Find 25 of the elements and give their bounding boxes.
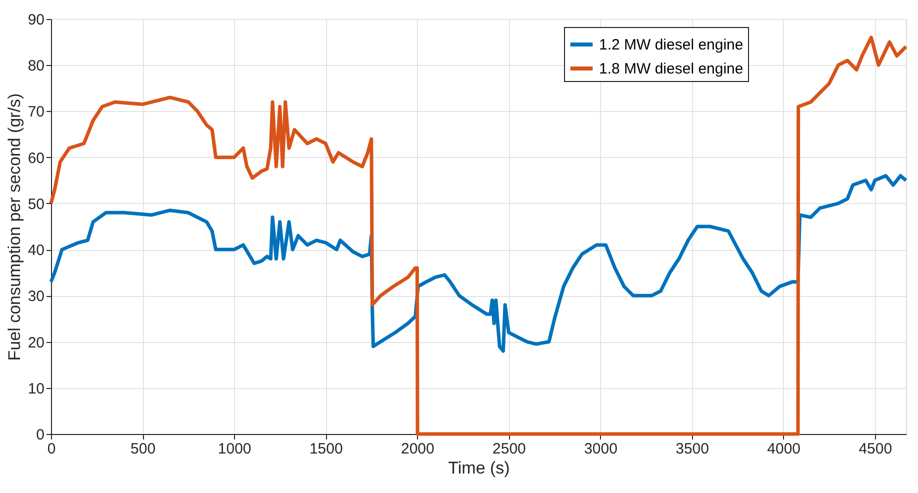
x-tick-label: 0	[47, 440, 56, 458]
x-tick-label: 4000	[767, 440, 801, 458]
y-tick-label: 30	[28, 288, 44, 306]
x-tick-label: 3000	[584, 440, 618, 458]
y-tick-label: 60	[28, 150, 44, 167]
y-axis-title: Fuel consumption per second (gr/s)	[4, 93, 24, 361]
legend-label: 1.2 MW diesel engine	[599, 36, 744, 54]
legend-label: 1.8 MW diesel engine	[599, 60, 744, 78]
x-tick-label: 1000	[218, 440, 252, 458]
x-tick-label: 500	[130, 440, 156, 458]
y-tick-label: 80	[28, 58, 44, 75]
y-tick-label: 20	[28, 334, 44, 352]
x-tick-label: 2000	[400, 440, 434, 458]
x-tick-label: 1500	[309, 440, 343, 458]
x-tick-label: 4500	[858, 440, 892, 458]
x-axis-title: Time (s)	[448, 458, 510, 478]
y-tick-label: 90	[28, 12, 44, 28]
y-tick-label: 40	[28, 242, 44, 260]
x-tick-label: 2500	[492, 440, 526, 458]
y-tick-label: 10	[28, 380, 44, 398]
y-tick-label: 70	[28, 104, 44, 121]
line-series	[49, 174, 908, 353]
y-tick-label: 0	[36, 426, 44, 444]
x-tick-label: 3500	[676, 440, 709, 458]
y-tick-label: 50	[28, 196, 44, 213]
